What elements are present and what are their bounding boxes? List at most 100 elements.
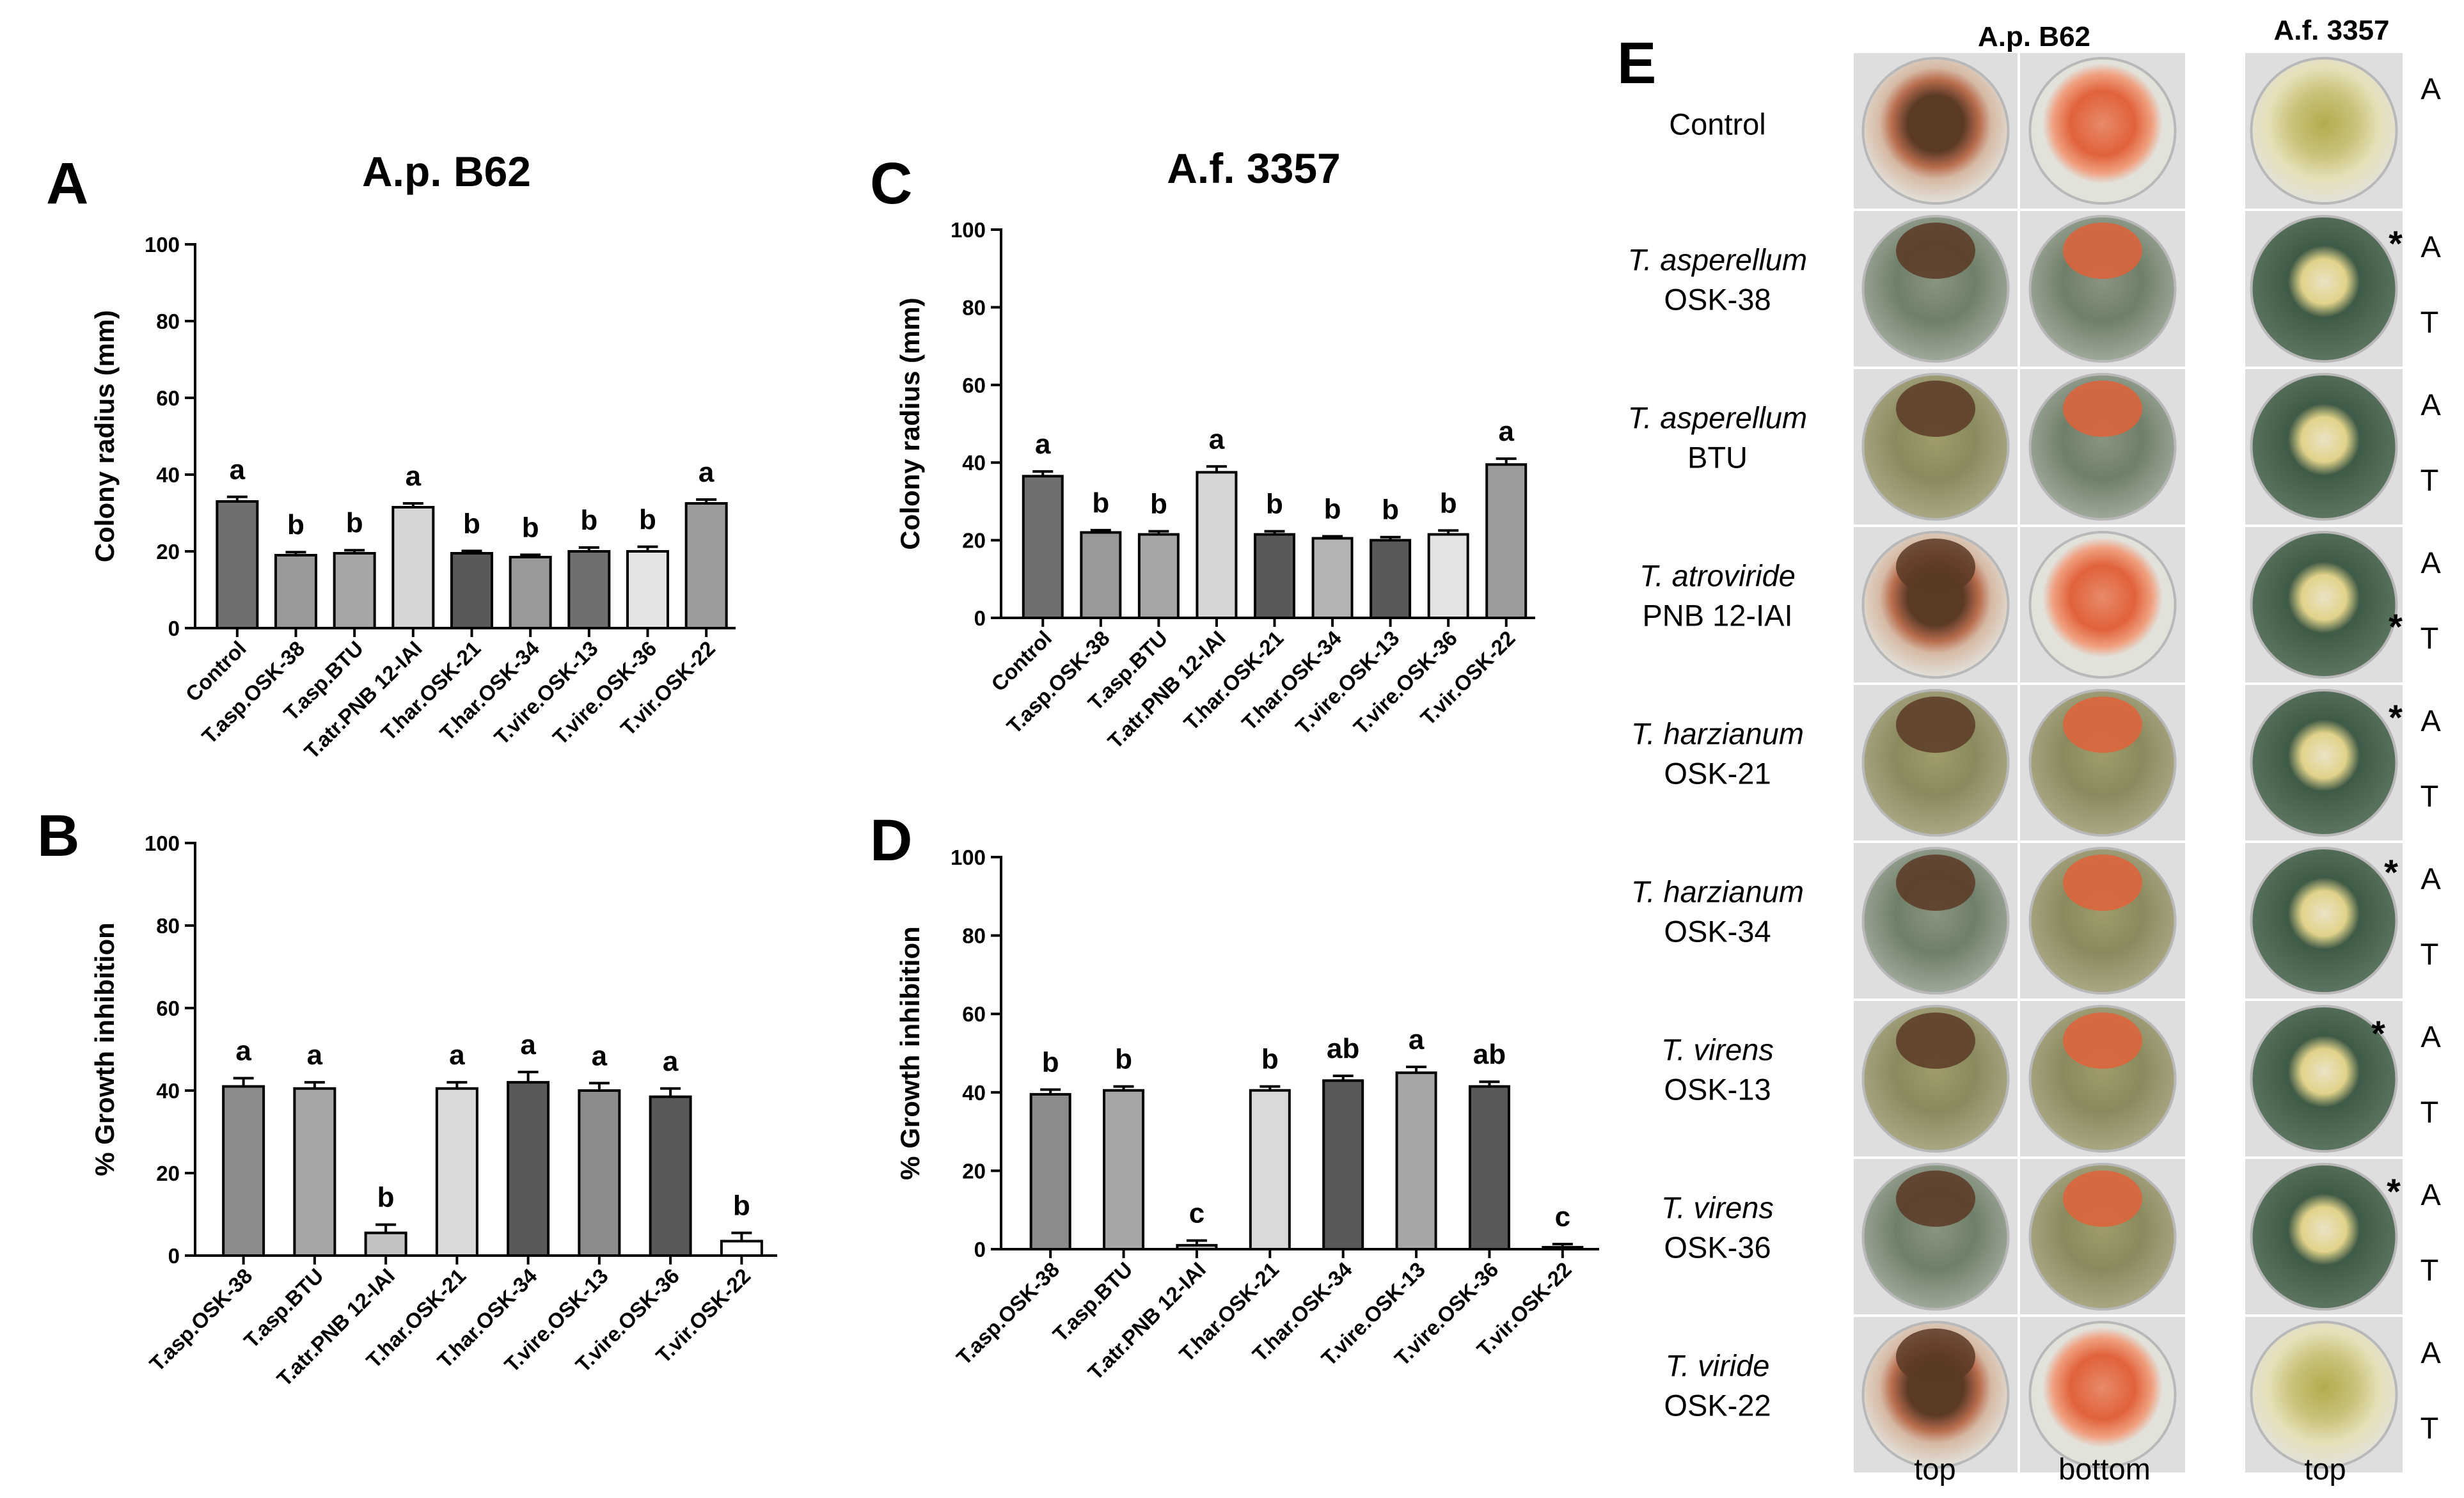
column-header-apb62: A.p. B62	[1978, 21, 2090, 52]
x-tick-label: T.har.OSK-34	[1237, 626, 1347, 735]
x-tick-label: T.atr.PNB 12-IAI	[272, 1264, 399, 1391]
y-tick-label: 0	[974, 1238, 986, 1261]
significance-letter: a	[699, 457, 715, 488]
marker-t: T	[2421, 463, 2439, 497]
marker-a: A	[2421, 704, 2441, 737]
bottom-label: top	[1914, 1452, 1955, 1486]
pathogen-colony	[1896, 223, 1975, 279]
row-label-species: T. asperellum	[1628, 243, 1807, 277]
petri-plate	[2250, 531, 2398, 679]
asterisk-marker: *	[2389, 223, 2403, 264]
marker-t: T	[2421, 305, 2439, 339]
x-tick-label: T.vire.OSK-36	[548, 636, 661, 750]
row-label-isolate: OSK-22	[1664, 1389, 1771, 1423]
chart-panel-d: D % Growth inhibition 0 20 40 60 80 100 b T.asp.O…	[870, 808, 1599, 1384]
y-tick-label: 0	[168, 617, 180, 640]
y-tick-label: 80	[156, 914, 180, 938]
y-tick-label: 60	[156, 997, 180, 1020]
panel-letter-d: D	[870, 808, 912, 873]
bar	[1395, 1071, 1437, 1251]
bar	[507, 1081, 550, 1257]
petri-plate	[2250, 57, 2398, 205]
y-tick-label: 40	[156, 1079, 180, 1103]
column-header-af3357: A.f. 3357	[2274, 15, 2390, 46]
significance-letter: b	[1092, 487, 1109, 519]
bar	[1485, 463, 1528, 619]
bar	[1427, 533, 1469, 619]
significance-letter: ab	[1327, 1033, 1359, 1064]
significance-letter: b	[1440, 487, 1457, 519]
row-label-isolate: OSK-34	[1664, 915, 1771, 949]
bar	[1137, 533, 1180, 619]
x-tick-label: T.asp.OSK-38	[1002, 626, 1114, 738]
petri-plate	[2250, 1005, 2398, 1153]
petri-plate	[2250, 689, 2398, 837]
y-tick-label: 100	[951, 218, 986, 242]
pathogen-colony	[2063, 1171, 2142, 1227]
significance-letter: b	[1382, 494, 1399, 526]
bar	[1080, 531, 1122, 620]
significance-letter: a	[1035, 429, 1051, 460]
row-label-species: T. virens	[1661, 1191, 1774, 1225]
y-tick-label: 80	[962, 296, 986, 319]
row-label-isolate: OSK-13	[1664, 1073, 1771, 1107]
marker-t: T	[2421, 1095, 2439, 1129]
chart-title: A.f. 3357	[1167, 145, 1340, 192]
bar	[333, 552, 376, 629]
row-label-species: T. virens	[1661, 1033, 1774, 1067]
x-tick-label: T.vire.OSK-13	[1291, 626, 1404, 739]
y-axis-label: Colony radius (mm)	[895, 297, 925, 549]
y-tick-label: 20	[962, 529, 986, 553]
bar	[293, 1087, 336, 1258]
bar	[1029, 1092, 1071, 1250]
y-tick-label: 40	[962, 451, 986, 475]
asterisk-marker: *	[2389, 697, 2403, 737]
y-axis-label: % Growth inhibition	[895, 926, 925, 1180]
bar	[1322, 1079, 1364, 1251]
x-tick-label: T.asp.OSK-38	[145, 1264, 257, 1376]
x-tick-label: T.asp.OSK-38	[197, 636, 309, 748]
y-tick-label: 20	[962, 1159, 986, 1183]
bar	[1542, 1245, 1584, 1251]
y-tick-label: 60	[962, 1002, 986, 1026]
marker-a: A	[2421, 546, 2441, 579]
petri-plate	[2250, 215, 2398, 363]
chart-panel-c: C A.f. 3357 Colony radius (mm) 0 20 40 60 80 100…	[870, 145, 1535, 753]
bar	[1196, 471, 1238, 619]
panel-letter-a: A	[46, 151, 88, 216]
y-axis-label: % Growth inhibition	[90, 922, 120, 1176]
bar	[1022, 475, 1064, 619]
bar	[1249, 1089, 1291, 1250]
significance-letter: a	[449, 1039, 465, 1071]
y-tick-label: 40	[156, 463, 180, 487]
y-tick-label: 0	[974, 606, 986, 630]
asterisk-marker: *	[2384, 852, 2398, 892]
bar	[1103, 1089, 1145, 1250]
petri-plate	[2250, 1321, 2398, 1469]
significance-letter: a	[1498, 416, 1514, 447]
y-axis-label: Colony radius (mm)	[90, 310, 120, 562]
significance-letter: b	[463, 508, 480, 539]
significance-letter: a	[230, 454, 246, 485]
bar	[450, 552, 493, 629]
significance-letter: a	[307, 1039, 323, 1071]
marker-t: T	[2421, 937, 2439, 971]
significance-letter: ab	[1473, 1039, 1506, 1070]
row-label-isolate: Control	[1669, 107, 1766, 141]
pathogen-colony	[1896, 697, 1975, 753]
row-label-isolate: OSK-38	[1664, 283, 1771, 317]
bar	[684, 502, 728, 629]
row-label-isolate: PNB 12-IAI	[1642, 599, 1792, 633]
y-tick-label: 20	[156, 1162, 180, 1185]
pathogen-colony	[1896, 1171, 1975, 1227]
significance-letter: a	[1409, 1024, 1425, 1055]
row-label-isolate: OSK-21	[1664, 757, 1771, 791]
y-tick-label: 60	[962, 374, 986, 397]
significance-letter: b	[1266, 489, 1283, 520]
significance-letter: b	[1042, 1047, 1059, 1078]
significance-letter: a	[235, 1036, 251, 1067]
row-label-species: T. harzianum	[1631, 717, 1804, 751]
marker-a: A	[2421, 1336, 2441, 1369]
pathogen-colony	[1896, 539, 1975, 595]
